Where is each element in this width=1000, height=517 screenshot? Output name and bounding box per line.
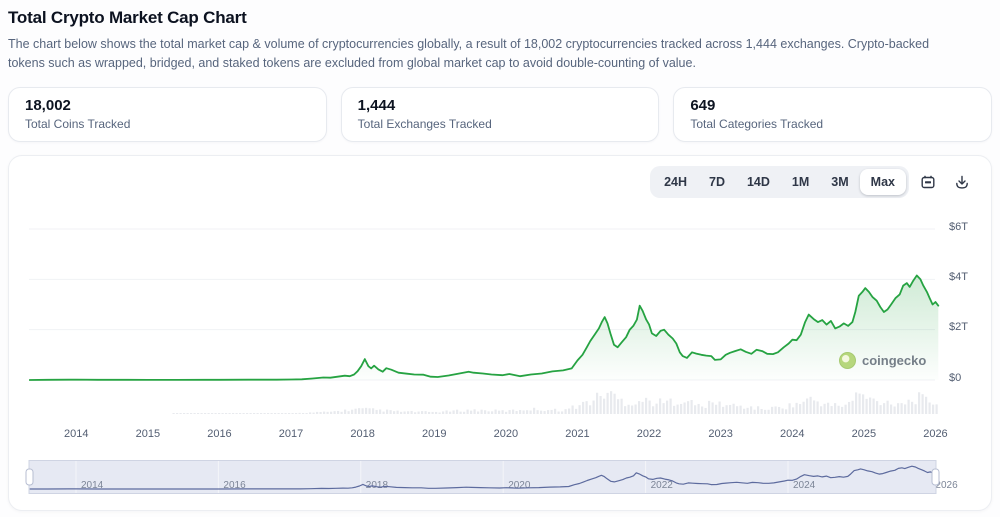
stats-row: 18,002 Total Coins Tracked 1,444 Total E… [8,86,993,142]
navigator-handle-left[interactable] [25,468,34,486]
range-button-7d[interactable]: 7D [698,169,736,195]
x-tick-2014: 2014 [64,427,89,440]
navigator-handle-right[interactable] [931,468,940,486]
stat-card-categories: 649 Total Categories Tracked [673,86,993,142]
range-button-1m[interactable]: 1M [781,169,820,195]
y-tick-$0: $0 [949,371,962,384]
range-button-14d[interactable]: 14D [736,169,781,195]
nav-tick-2026: 2026 [935,480,958,491]
download-button[interactable] [945,169,979,195]
stat-label-exchanges: Total Exchanges Tracked [357,116,492,131]
watermark: coingecko [839,351,927,369]
chart-card: 24H 7D 14D 1M 3M Max [8,154,992,511]
x-tick-2020: 2020 [493,427,519,440]
stat-card-coins: 18,002 Total Coins Tracked [8,86,327,142]
market-cap-chart-canvas[interactable] [29,214,941,426]
chart-navigator[interactable]: 2014 2016 2018 2020 2022 2024 2026 [21,459,979,494]
range-button-3m[interactable]: 3M [820,169,859,195]
x-axis-labels: 2014 2015 2016 2017 2018 2019 2020 2021 2022 2023… [21,428,979,444]
x-tick-2016: 2016 [207,427,232,440]
calendar-button[interactable] [911,169,945,195]
x-tick-2021: 2021 [565,427,590,440]
nav-tick-2018: 2018 [366,480,389,491]
x-tick-2019: 2019 [422,427,447,440]
y-tick-$6T: $6T [949,220,968,233]
page-description: The chart below shows the total market c… [8,37,930,71]
x-tick-2022: 2022 [636,427,662,440]
stat-label-categories: Total Categories Tracked [690,116,824,131]
nav-tick-2020: 2020 [508,480,531,491]
x-tick-2018: 2018 [350,427,375,440]
main-chart: 2014 2015 2016 2017 2018 2019 2020 2021 2022 2023… [21,202,979,448]
calendar-icon [921,175,935,188]
chart-toolbar: 24H 7D 14D 1M 3M Max [21,165,979,198]
stat-value-coins: 18,002 [25,96,71,114]
download-icon [956,175,968,189]
y-tick-$2T: $2T [949,321,968,334]
x-tick-2015: 2015 [135,427,161,440]
nav-tick-2014: 2014 [81,480,104,491]
range-buttons: 24H 7D 14D 1M 3M Max [650,165,909,198]
nav-tick-2024: 2024 [793,480,816,491]
y-tick-$4T: $4T [949,271,968,284]
x-tick-2023: 2023 [708,427,733,440]
stat-value-categories: 649 [690,96,716,114]
x-tick-2017: 2017 [278,427,304,440]
stat-card-exchanges: 1,444 Total Exchanges Tracked [340,86,660,142]
nav-tick-2022: 2022 [651,480,674,491]
stat-label-coins: Total Coins Tracked [25,116,131,131]
x-tick-2026: 2026 [923,427,948,440]
icon-buttons [909,166,979,198]
range-button-max[interactable]: Max [859,168,906,195]
x-tick-2024: 2024 [780,427,805,440]
navigator-canvas[interactable]: 2014 2016 2018 2020 2022 2024 2026 [21,459,967,494]
watermark-text: coingecko [862,352,927,368]
x-tick-2025: 2025 [851,427,877,440]
nav-tick-2016: 2016 [223,480,246,491]
stat-value-exchanges: 1,444 [357,96,396,114]
coingecko-logo-icon [839,351,856,369]
range-button-24h[interactable]: 24H [653,169,698,195]
page-title: Total Crypto Market Cap Chart [8,8,247,27]
